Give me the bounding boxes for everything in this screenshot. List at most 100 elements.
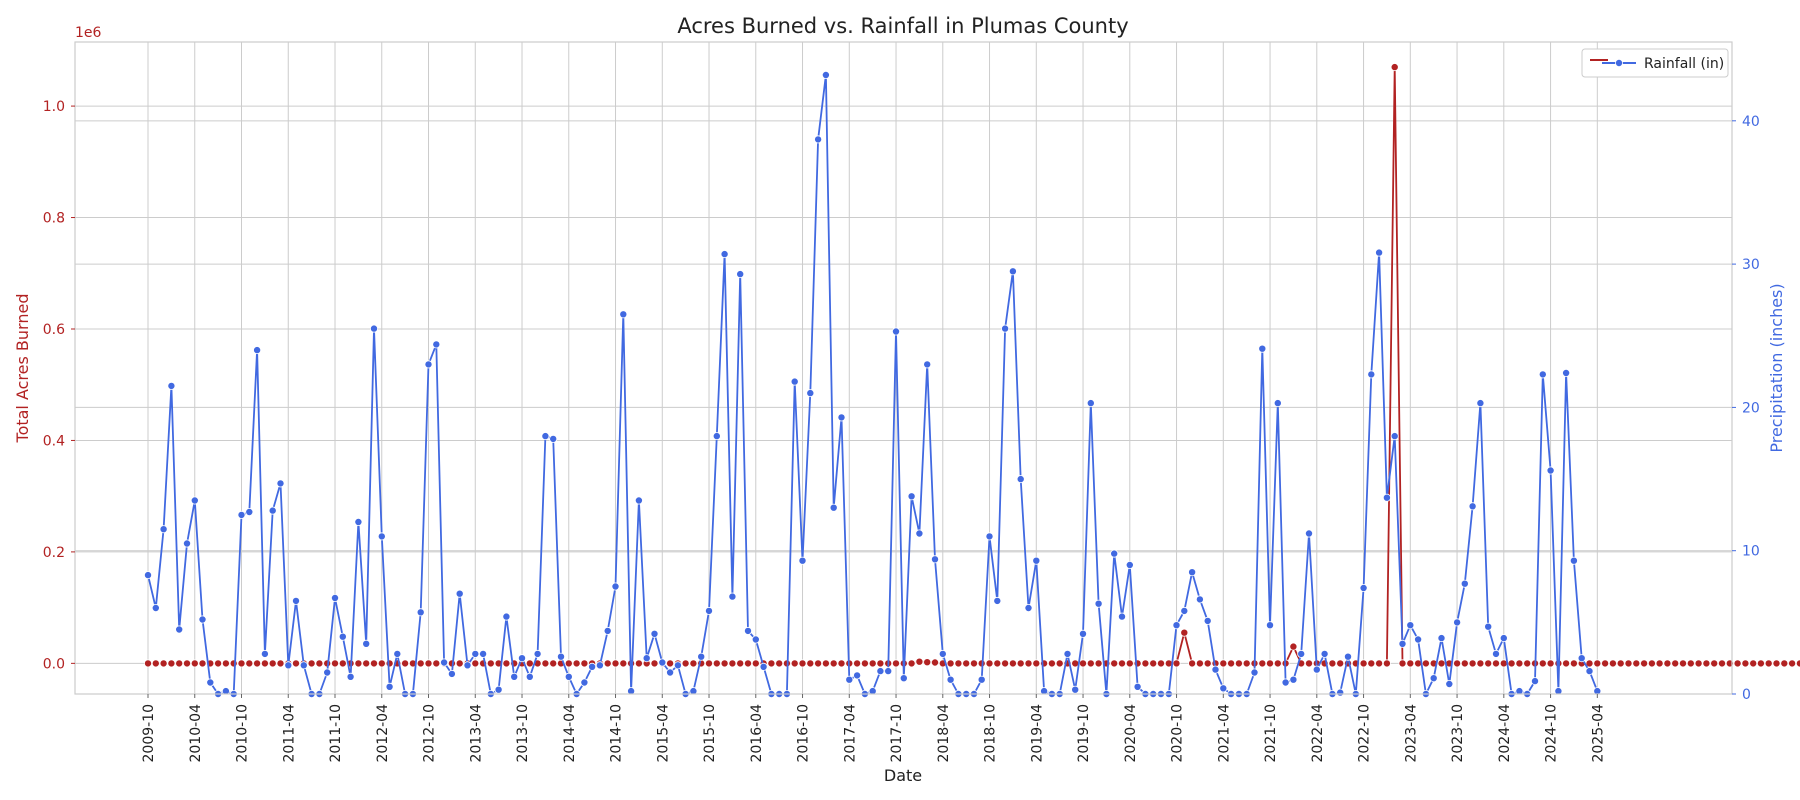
- acres-burned-point: [1390, 63, 1399, 72]
- acres-burned-point: [432, 659, 441, 668]
- rainfall-point: [299, 661, 308, 670]
- rainfall-point: [798, 556, 807, 565]
- x-tick-label: 2012-04: [375, 704, 391, 763]
- rainfall-point: [1359, 584, 1368, 593]
- rainfall-point: [642, 654, 651, 663]
- rainfall-point: [603, 626, 612, 635]
- acres-burned-point: [237, 659, 246, 668]
- rainfall-point: [369, 324, 378, 333]
- rainfall-point: [611, 582, 620, 591]
- rainfall-point: [1172, 621, 1181, 630]
- right-y-axis-title: Precipitation (inches): [1767, 283, 1786, 452]
- rainfall-point: [946, 675, 955, 684]
- x-axis-ticks: 2009-10 2010-04 2010-10 2011-04 2011-10 2012-…: [141, 694, 1606, 763]
- x-tick-label: 2021-10: [1263, 704, 1279, 763]
- rainfall-point: [1086, 399, 1095, 408]
- acres-burned-point: [1001, 659, 1010, 668]
- rainfall-point: [673, 661, 682, 670]
- rainfall-point: [424, 360, 433, 369]
- x-tick-label: 2022-10: [1357, 704, 1373, 763]
- rainfall-point: [1499, 634, 1508, 643]
- acres-burned-point: [689, 659, 698, 668]
- rainfall-point: [1063, 649, 1072, 658]
- acres-burned-point: [1632, 659, 1641, 668]
- acres-burned-point: [253, 659, 262, 668]
- acres-burned-point: [1032, 659, 1041, 668]
- rainfall-point: [821, 71, 830, 80]
- rainfall-point: [143, 571, 152, 580]
- acres-burned-point: [1375, 659, 1384, 668]
- rainfall-point: [518, 654, 527, 663]
- acres-burned-point: [736, 659, 745, 668]
- acres-burned-point: [860, 659, 869, 668]
- x-tick-label: 2020-04: [1123, 704, 1139, 763]
- rainfall-point: [533, 649, 542, 658]
- acres-burned-point: [1382, 659, 1391, 668]
- right-y-axis-ticks: 0 10 20 30 40: [1732, 114, 1760, 703]
- rainfall-point: [525, 672, 534, 681]
- rainfall-point: [1492, 649, 1501, 658]
- acres-burned-point: [1437, 659, 1446, 668]
- rainfall-point: [245, 507, 254, 516]
- acres-burned-point: [190, 659, 199, 668]
- acres-burned-point: [650, 659, 659, 668]
- rainfall-point: [198, 615, 207, 624]
- rainfall-point: [1484, 622, 1493, 631]
- acres-burned-point: [1647, 659, 1656, 668]
- rainfall-point: [829, 503, 838, 512]
- acres-burned-point: [1538, 659, 1547, 668]
- rainfall-point: [385, 682, 394, 691]
- acres-burned-point: [1258, 659, 1267, 668]
- acres-burned-point: [829, 659, 838, 668]
- acres-burned-point: [549, 659, 558, 668]
- acres-burned-point: [1663, 659, 1672, 668]
- rainfall-point: [580, 678, 589, 687]
- rainfall-point: [993, 596, 1002, 605]
- x-tick-label: 2017-04: [842, 704, 858, 763]
- acres-burned-point: [1453, 659, 1462, 668]
- rainfall-point: [323, 668, 332, 677]
- x-tick-label: 2025-04: [1590, 704, 1606, 763]
- rainfall-point: [237, 510, 246, 519]
- x-tick-label: 2023-04: [1403, 704, 1419, 763]
- legend: Rainfall (in): [1581, 48, 1729, 78]
- rainfall-point: [1569, 556, 1578, 565]
- x-tick-label: 2014-04: [562, 704, 578, 763]
- acres-burned-point: [712, 659, 721, 668]
- acres-burned-point: [931, 658, 940, 667]
- rainfall-point: [463, 661, 472, 670]
- rainfall-point: [268, 506, 277, 515]
- acres-burned-point: [1273, 659, 1282, 668]
- acres-burned-point: [1562, 659, 1571, 668]
- acres-burned-point: [385, 659, 394, 668]
- rainfall-point: [1445, 680, 1454, 689]
- rainfall-point: [276, 479, 285, 488]
- acres-burned-point: [580, 659, 589, 668]
- rainfall-point: [330, 594, 339, 603]
- acres-burned-point: [1359, 659, 1368, 668]
- rainfall-point: [736, 270, 745, 279]
- x-tick-label: 2009-10: [141, 704, 157, 763]
- acres-burned-point: [502, 659, 511, 668]
- legend-label-rainfall: Rainfall (in): [1644, 56, 1724, 72]
- acres-burned-point: [486, 659, 495, 668]
- acres-burned-point: [525, 659, 534, 668]
- acres-burned-point: [1764, 659, 1773, 668]
- acres-burned-point: [1172, 659, 1181, 668]
- acres-burned-point: [837, 659, 846, 668]
- left-y-tick-label: 0.2: [43, 545, 65, 561]
- acres-burned-point: [416, 659, 425, 668]
- acres-burned-point: [307, 659, 316, 668]
- acres-burned-point: [1079, 659, 1088, 668]
- acres-burned-point: [1289, 642, 1298, 651]
- rainfall-point: [393, 649, 402, 658]
- rainfall-point: [1554, 687, 1563, 696]
- rainfall-point: [907, 492, 916, 501]
- acres-burned-point: [1118, 659, 1127, 668]
- right-y-tick-label: 0: [1742, 687, 1751, 703]
- rainfall-point: [1398, 639, 1407, 648]
- rainfall-point: [1453, 618, 1462, 627]
- acres-burned-point: [1569, 659, 1578, 668]
- rainfall-point: [938, 649, 947, 658]
